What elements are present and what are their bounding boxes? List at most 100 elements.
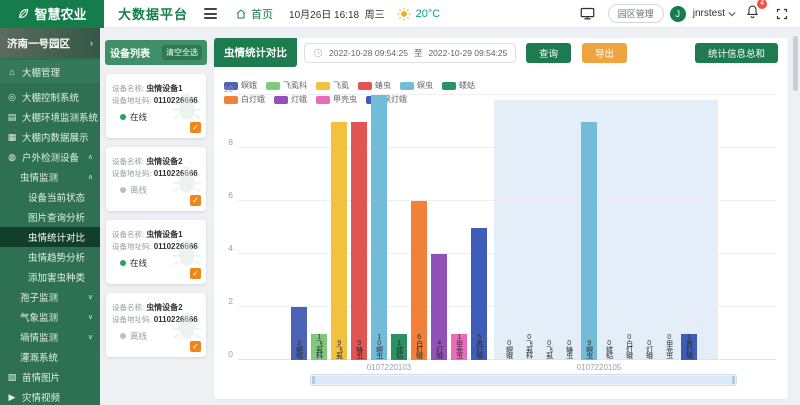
sidebar-item-disaster-videos[interactable]: ▶ 灾情视频 bbox=[0, 387, 100, 405]
bar-螟虫[interactable] bbox=[581, 121, 597, 360]
bar-label: 0白灯蛾 bbox=[625, 334, 633, 358]
vertical-scrollbar[interactable] bbox=[793, 36, 799, 405]
sidebar-item-add-pest-type[interactable]: 添加害虫种类 bbox=[0, 267, 100, 287]
device-checkbox[interactable]: ✓ bbox=[190, 268, 201, 279]
bar-slot: 0白灯蛾 bbox=[621, 95, 637, 360]
bell-icon bbox=[746, 5, 759, 19]
notifications-button[interactable]: 4 bbox=[746, 0, 767, 22]
bar-slot: 9飞虱 bbox=[331, 95, 347, 360]
sidebar: 济南一号园区 › ⌂ 大棚管理 ◎ 大棚控制系统 ▤ 大棚环境监测系统 ▦ 大棚内数据展示 ◍ 户… bbox=[0, 28, 100, 405]
device-checkbox[interactable]: ✓ bbox=[190, 341, 201, 352]
sidebar-item-outdoor-devices[interactable]: ◍ 户外检测设备 ∧ bbox=[0, 147, 100, 167]
bar-黑灯蛾[interactable] bbox=[681, 333, 697, 360]
date-from: 2022-10-28 09:54:25 bbox=[329, 48, 408, 58]
legend-swatch bbox=[400, 81, 414, 90]
sidebar-item-greenhouse-manage[interactable]: ⌂ 大棚管理 bbox=[0, 60, 100, 83]
query-button[interactable]: 查询 bbox=[526, 43, 572, 63]
device-checkbox[interactable]: ✓ bbox=[190, 195, 201, 206]
data-zoom-slider[interactable] bbox=[310, 374, 737, 386]
bar-label: 4灯蛾 bbox=[435, 340, 443, 358]
device-name-row: 设备名称: 虫情设备2 bbox=[112, 302, 183, 312]
clear-all-button[interactable]: 清空全选 bbox=[162, 45, 202, 60]
control-icon: ◎ bbox=[8, 91, 16, 102]
legend-swatch bbox=[316, 95, 330, 104]
legend-item[interactable]: 蝼蛄 bbox=[442, 80, 475, 91]
sidebar-item-greenhouse-env-monitor[interactable]: ▤ 大棚环境监测系统 bbox=[0, 107, 100, 127]
park-manage-button[interactable]: 园区管理 bbox=[607, 4, 664, 23]
bar-slot: 1蝼蛄 bbox=[391, 95, 407, 360]
sidebar-item-spore-monitor[interactable]: 孢子监测 ∨ bbox=[0, 287, 100, 307]
bar-飞虱[interactable] bbox=[331, 121, 347, 360]
bar-蝽虫[interactable] bbox=[351, 121, 367, 360]
legend-item[interactable]: 灯蛾 bbox=[274, 94, 307, 105]
gridline bbox=[238, 147, 776, 148]
park-selector[interactable]: 济南一号园区 › bbox=[0, 28, 100, 58]
stats-sum-button[interactable]: 统计信息总和 bbox=[694, 43, 778, 63]
menu-icon[interactable] bbox=[204, 6, 218, 22]
sidebar-item-greenhouse-data-display[interactable]: ▦ 大棚内数据展示 bbox=[0, 127, 100, 147]
header-date: 10月26日 16:18 周三 bbox=[289, 10, 385, 21]
panel-title: 虫情统计对比 bbox=[214, 38, 297, 67]
bar-白灯蛾[interactable] bbox=[411, 201, 427, 360]
sidebar-item-irrigation-system[interactable]: 灌溉系统 bbox=[0, 347, 100, 367]
legend-item[interactable]: 蝽虫 bbox=[358, 80, 391, 91]
breadcrumb-home[interactable]: 首页 bbox=[235, 6, 273, 22]
sidebar-item-label: 设备当前状态 bbox=[28, 193, 86, 204]
legend-item[interactable]: 飞虱科 bbox=[266, 80, 307, 91]
disaster-video-icon: ▶ bbox=[8, 391, 16, 402]
park-name: 济南一号园区 bbox=[7, 37, 70, 50]
legend-swatch bbox=[358, 81, 372, 90]
bar-黑灯蛾[interactable] bbox=[471, 227, 487, 360]
bar-slot: 1飞虱科 bbox=[311, 95, 327, 360]
bar-螟蛾[interactable] bbox=[291, 307, 307, 360]
sidebar-item-seedling-images[interactable]: ▧ 苗情图片 bbox=[0, 367, 100, 387]
sidebar-item-label: 孢子监测 bbox=[20, 293, 59, 304]
bar-chart: 0 2 4 6 8 10 2螟蛾 1飞虱科 9飞虱 9蝽虫 10螟虫 1蝼蛄 6白灯蛾 4灯蛾 1甲壳虫 5黑… bbox=[224, 84, 776, 386]
device-checkbox[interactable]: ✓ bbox=[190, 122, 201, 133]
gridline bbox=[238, 253, 776, 254]
bar-slot: 0飞虱科 bbox=[521, 95, 537, 360]
sidebar-item-insect-monitor[interactable]: 虫情监测 ∧ bbox=[0, 167, 100, 187]
legend-item[interactable]: 螟虫 bbox=[400, 80, 433, 91]
bug-watermark-icon bbox=[172, 239, 202, 266]
bar-slot: 1黑灯蛾 bbox=[681, 95, 697, 360]
sidebar-item-image-query[interactable]: 图片查询分析 bbox=[0, 207, 100, 227]
breadcrumb-home-label: 首页 bbox=[251, 8, 274, 21]
bar-飞虱科[interactable] bbox=[311, 333, 327, 360]
env-monitor-icon: ▤ bbox=[7, 111, 17, 122]
bug-watermark-icon bbox=[172, 312, 202, 339]
sidebar-item-insect-trend[interactable]: 虫情趋势分析 bbox=[0, 247, 100, 267]
bar-灯蛾[interactable] bbox=[431, 254, 447, 360]
legend-item[interactable]: 螟蛾 bbox=[224, 80, 257, 91]
device-card: 设备名称: 虫情设备1 设备地址码: 0110226666 在线 ✓ bbox=[106, 74, 206, 138]
device-status: 离线 bbox=[120, 184, 200, 196]
user-menu[interactable]: J jnrstest bbox=[669, 5, 736, 22]
y-axis-tick: 6 bbox=[228, 190, 233, 200]
bar-slot: 0蝽虫 bbox=[561, 95, 577, 360]
legend-swatch bbox=[274, 95, 288, 104]
legend-item[interactable]: 飞虱 bbox=[316, 80, 349, 91]
sidebar-item-label: 虫情统计对比 bbox=[28, 233, 86, 244]
legend-item[interactable]: 甲壳虫 bbox=[316, 94, 357, 105]
bar-螟虫[interactable] bbox=[371, 95, 387, 360]
device-code-row: 设备地址码: 0110226666 bbox=[112, 315, 198, 324]
app-logo-text: 智慧农业 bbox=[34, 7, 87, 22]
home-icon bbox=[236, 8, 246, 18]
bar-甲壳虫[interactable] bbox=[451, 333, 467, 360]
sidebar-item-weather-monitor[interactable]: 气象监测 ∨ bbox=[0, 307, 100, 327]
bar-label: 5黑灯蛾 bbox=[475, 334, 483, 358]
sidebar-item-insect-stats-compare[interactable]: 虫情统计对比 bbox=[0, 227, 100, 247]
sidebar-item-greenhouse-control[interactable]: ◎ 大棚控制系统 bbox=[0, 87, 100, 107]
legend-label: 飞虱科 bbox=[283, 81, 307, 90]
date-range-picker[interactable]: 2022-10-28 09:54:25 至 2022-10-29 09:54:2… bbox=[304, 43, 517, 63]
legend-item[interactable]: 白灯蛾 bbox=[224, 94, 265, 105]
monitor-icon[interactable] bbox=[580, 7, 595, 20]
export-button[interactable]: 导出 bbox=[582, 43, 628, 63]
sidebar-item-label: 虫情监测 bbox=[20, 173, 59, 184]
bar-蝼蛄[interactable] bbox=[391, 333, 407, 360]
sidebar-item-soil-monitor[interactable]: 墒情监测 ∨ bbox=[0, 327, 100, 347]
fullscreen-icon[interactable] bbox=[776, 8, 788, 20]
bar-slot: 0灯蛾 bbox=[641, 95, 657, 360]
sidebar-item-device-status[interactable]: 设备当前状态 bbox=[0, 187, 100, 207]
bar-label: 1黑灯蛾 bbox=[685, 334, 693, 358]
